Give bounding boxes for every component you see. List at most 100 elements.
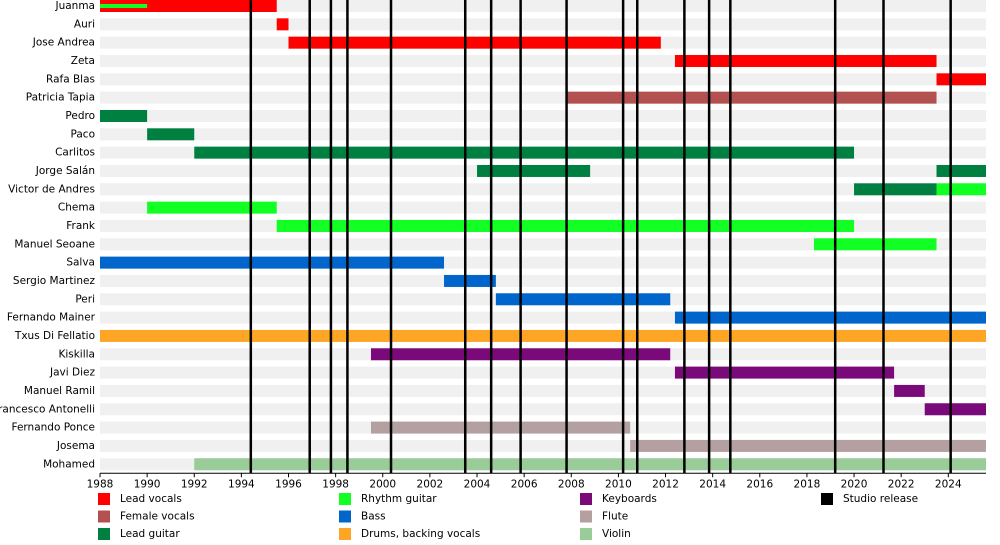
member-label: Fernando Ponce [12,422,96,434]
member-bar [630,439,986,452]
row-stripe [100,238,986,251]
member-bar [147,128,195,141]
member-bar [100,329,986,342]
member-bar [936,164,986,177]
legend-swatch [821,493,833,505]
x-tick-label: 2020 [841,478,868,490]
x-tick-label: 2000 [369,478,396,490]
x-tick-label: 2012 [652,478,679,490]
row-stripe [100,73,986,86]
member-bar [674,366,895,379]
member-bar [288,36,661,49]
row-stripe [100,183,986,196]
legend-label: Flute [602,511,628,523]
member-label: Frank [66,220,96,232]
x-tick-label: 1994 [228,478,255,490]
legend-label: Bass [361,511,386,523]
member-label: Mohamed [43,458,95,470]
member-label: Patricia Tapia [26,92,95,104]
row-stripe [100,18,986,31]
member-bar [936,183,986,196]
member-label: Javi Diez [49,367,95,379]
x-tick-label: 2018 [794,478,821,490]
member-bar [813,238,937,251]
member-label: Jose Andrea [32,37,95,49]
x-tick-label: 2006 [511,478,538,490]
member-bar [674,54,937,67]
row-stripe [100,201,986,214]
legend-label: Lead vocals [120,493,182,505]
x-tick-label: 1998 [322,478,349,490]
legend-label: Violin [602,528,631,540]
x-tick-label: 2004 [464,478,491,490]
member-label: Paco [71,128,96,140]
member-bar [924,403,986,416]
legend-label: Female vocals [120,511,195,523]
member-label: Chema [58,202,95,214]
row-stripe [100,109,986,122]
member-bar [894,384,925,397]
member-label: Fernando Mainer [7,312,96,324]
x-tick-label: 1992 [181,478,208,490]
legend-swatch [98,510,110,523]
member-bar [370,421,631,434]
member-label: Carlitos [55,147,95,159]
member-label: Rafa Blas [46,73,95,85]
member-bar [674,311,986,324]
legend-label: Drums, backing vocals [361,528,480,540]
legend-swatch [580,510,592,523]
legend-swatch [339,493,351,505]
legend-label: Lead guitar [120,528,180,540]
legend-swatch [580,493,592,505]
member-bar [477,164,591,177]
row-stripe [100,384,986,397]
member-label: Manuel Ramil [24,385,95,397]
row-stripe [100,128,986,141]
legend-label: Rhythm guitar [361,493,437,505]
member-label: Jorge Salán [35,165,95,177]
x-tick-label: 2022 [888,478,915,490]
member-label: Kiskilla [58,348,95,360]
member-bar [194,146,855,159]
member-bar [194,458,987,471]
member-label: Manuel Seoane [14,238,95,250]
x-tick-label: 2010 [605,478,632,490]
x-tick-label: 1990 [134,478,161,490]
legend-label: Studio release [843,493,918,505]
legend-swatch [580,528,592,540]
member-label: Pedro [65,110,95,122]
member-label: Auri [74,18,95,30]
member-label: Zeta [71,55,95,67]
member-label: Sergio Martinez [13,275,96,287]
member-label: Victor de Andres [8,183,95,195]
member-bar [100,256,445,269]
member-label: Peri [75,293,95,305]
legend-swatch [98,528,110,540]
x-tick-label: 2016 [746,478,773,490]
x-tick-label: 1996 [275,478,302,490]
member-bar [566,91,937,104]
row-stripe [100,0,986,12]
member-label: Salva [66,257,95,269]
member-bar [276,18,289,31]
member-bar [147,201,277,214]
member-bar [100,109,148,122]
member-bar [854,183,937,196]
legend-swatch [98,493,110,505]
member-label: Francesco Antonelli [0,403,95,415]
member-bar [936,73,986,86]
member-label: Juanma [54,0,95,12]
x-tick-label: 2024 [935,478,962,490]
legend-swatch [339,510,351,523]
member-label: Josema [56,440,95,452]
row-stripe [100,274,986,287]
x-tick-label: 2014 [699,478,726,490]
member-bar [100,0,277,12]
member-bar [100,4,148,8]
member-label: Txus Di Fellatio [14,330,95,342]
member-bar [444,274,496,287]
row-stripe [100,403,986,416]
x-tick-label: 2002 [417,478,444,490]
member-bar [495,293,671,306]
